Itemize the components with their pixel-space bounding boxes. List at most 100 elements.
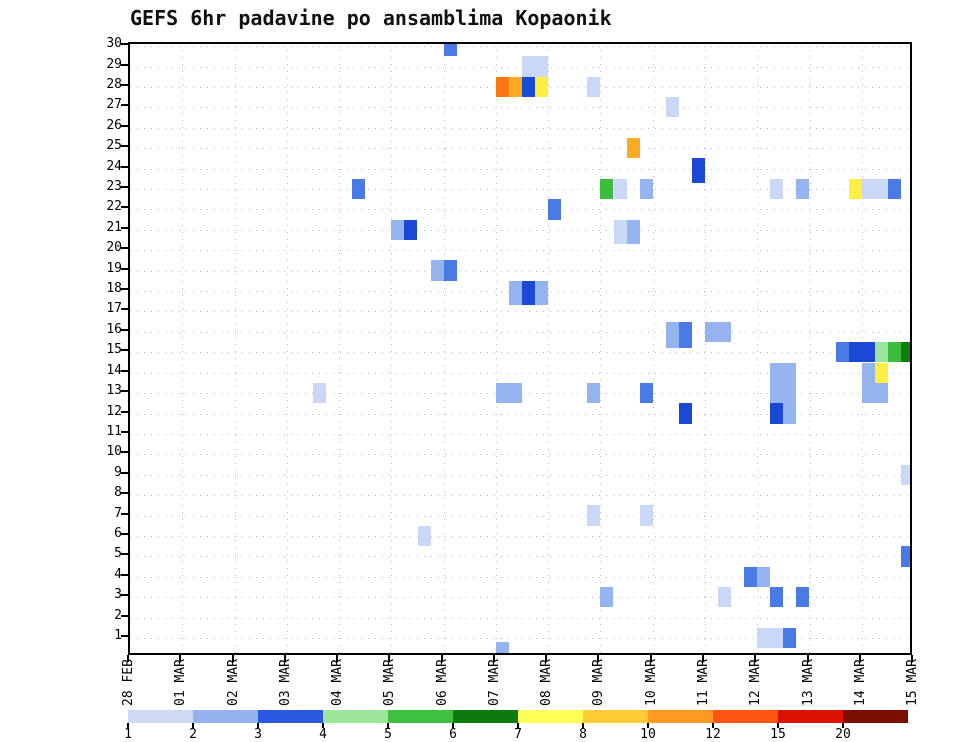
legend-tick bbox=[842, 723, 844, 728]
grid-line-vertical bbox=[495, 44, 497, 653]
heatmap-cell bbox=[626, 138, 640, 159]
y-axis-tick-label: 7 bbox=[114, 505, 122, 521]
heatmap-cell bbox=[861, 362, 875, 383]
grid-line-horizontal bbox=[130, 576, 910, 578]
grid-line-horizontal bbox=[130, 454, 910, 456]
heatmap-cell bbox=[600, 178, 614, 200]
grid-line-vertical bbox=[548, 44, 550, 653]
y-axis-tick-label: 18 bbox=[106, 281, 122, 296]
grid-line-horizontal bbox=[130, 352, 910, 354]
y-axis-tick-label: 5 bbox=[114, 546, 122, 562]
heatmap-cell bbox=[783, 403, 797, 424]
legend-tick bbox=[192, 723, 194, 728]
legend-tick bbox=[777, 723, 779, 728]
grid-line-vertical bbox=[652, 44, 654, 653]
grid-line-horizontal bbox=[130, 168, 910, 170]
grid-line-horizontal bbox=[130, 46, 910, 48]
legend-segment bbox=[453, 710, 518, 723]
x-axis-tick-label: 01 MAR bbox=[173, 659, 189, 706]
heatmap-cell bbox=[770, 587, 784, 608]
x-axis-tick bbox=[858, 655, 861, 662]
y-axis-tick bbox=[121, 267, 128, 270]
heatmap-cell bbox=[900, 464, 910, 485]
heatmap-cell bbox=[443, 44, 457, 57]
heatmap-cell bbox=[770, 362, 784, 383]
legend-tick-label: 8 bbox=[579, 727, 587, 742]
y-axis-tick-label: 22 bbox=[106, 199, 122, 215]
heatmap-cell bbox=[861, 178, 888, 200]
y-axis-tick-label: 24 bbox=[106, 158, 122, 174]
heatmap-cell bbox=[678, 403, 692, 424]
legend-tick-label: 2 bbox=[189, 727, 197, 742]
grid-line-vertical bbox=[391, 44, 393, 653]
heatmap-cell bbox=[495, 642, 509, 653]
x-axis-tick bbox=[440, 655, 443, 662]
heatmap-cell bbox=[522, 280, 536, 306]
y-axis-tick-label: 3 bbox=[114, 587, 122, 603]
legend-tick bbox=[387, 723, 389, 728]
y-axis-tick bbox=[121, 226, 128, 229]
heatmap-cell bbox=[704, 321, 731, 342]
y-axis-tick bbox=[121, 328, 128, 331]
y-axis-tick-label: 28 bbox=[106, 76, 122, 92]
heatmap-cell bbox=[796, 178, 810, 200]
grid-line-horizontal bbox=[130, 311, 910, 313]
heatmap-cell bbox=[587, 505, 601, 526]
heatmap-cell bbox=[508, 280, 522, 306]
y-axis-tick bbox=[121, 512, 128, 515]
legend-segment bbox=[843, 710, 908, 723]
heatmap-cell bbox=[587, 382, 601, 404]
x-axis-tick bbox=[127, 655, 129, 662]
heatmap-cell bbox=[312, 382, 326, 404]
heatmap-cell bbox=[522, 56, 549, 77]
y-axis-tick bbox=[121, 206, 128, 209]
y-axis-tick-label: 21 bbox=[106, 219, 122, 235]
grid-line-horizontal bbox=[130, 617, 910, 619]
y-axis-tick-label: 4 bbox=[114, 566, 122, 582]
grid-line-horizontal bbox=[130, 270, 910, 272]
x-axis-tick-label: 04 MAR bbox=[330, 659, 346, 706]
heatmap-cell bbox=[613, 178, 627, 200]
legend-tick-label: 5 bbox=[384, 727, 392, 742]
heatmap-cell bbox=[626, 219, 640, 245]
y-axis-tick-label: 27 bbox=[106, 97, 122, 113]
grid-line-vertical bbox=[286, 44, 288, 653]
grid-line-horizontal bbox=[130, 413, 910, 415]
heatmap-cell bbox=[718, 587, 732, 608]
legend-tick-label: 20 bbox=[835, 727, 851, 742]
legend-tick bbox=[647, 723, 649, 728]
legend-segment bbox=[193, 710, 258, 723]
heatmap-cell bbox=[352, 178, 366, 200]
heatmap-cell bbox=[417, 525, 431, 547]
y-axis-tick-label: 30 bbox=[106, 36, 122, 52]
grid-line-horizontal bbox=[130, 107, 910, 109]
legend-segment bbox=[583, 710, 648, 723]
y-axis-tick bbox=[121, 451, 128, 454]
heatmap-cell bbox=[770, 382, 784, 404]
y-axis-tick-label: 29 bbox=[106, 56, 122, 72]
heatmap-cell bbox=[900, 546, 910, 567]
x-axis-tick bbox=[911, 655, 913, 662]
x-axis-tick-label: 05 MAR bbox=[382, 659, 398, 706]
y-axis-tick bbox=[121, 594, 128, 597]
x-axis-tick bbox=[388, 655, 391, 662]
grid-line-horizontal bbox=[130, 535, 910, 537]
grid-line-horizontal bbox=[130, 66, 910, 68]
y-axis-tick bbox=[121, 247, 128, 250]
heatmap-cell bbox=[770, 403, 784, 424]
legend-tick-label: 7 bbox=[514, 727, 522, 742]
x-axis-tick bbox=[336, 655, 339, 662]
x-axis-tick-label: 10 MAR bbox=[643, 659, 659, 706]
heatmap-cell bbox=[783, 382, 797, 404]
heatmap-cell bbox=[639, 382, 653, 404]
legend-tick-label: 12 bbox=[705, 727, 721, 742]
heatmap-cell bbox=[391, 219, 405, 240]
x-axis-tick bbox=[179, 655, 182, 662]
y-axis-tick bbox=[121, 124, 128, 127]
y-axis-tick bbox=[121, 492, 128, 495]
legend-tick bbox=[257, 723, 259, 728]
y-axis-tick-label: 20 bbox=[106, 240, 122, 256]
x-axis-tick-label: 14 MAR bbox=[852, 659, 868, 706]
y-axis-tick bbox=[121, 553, 128, 556]
